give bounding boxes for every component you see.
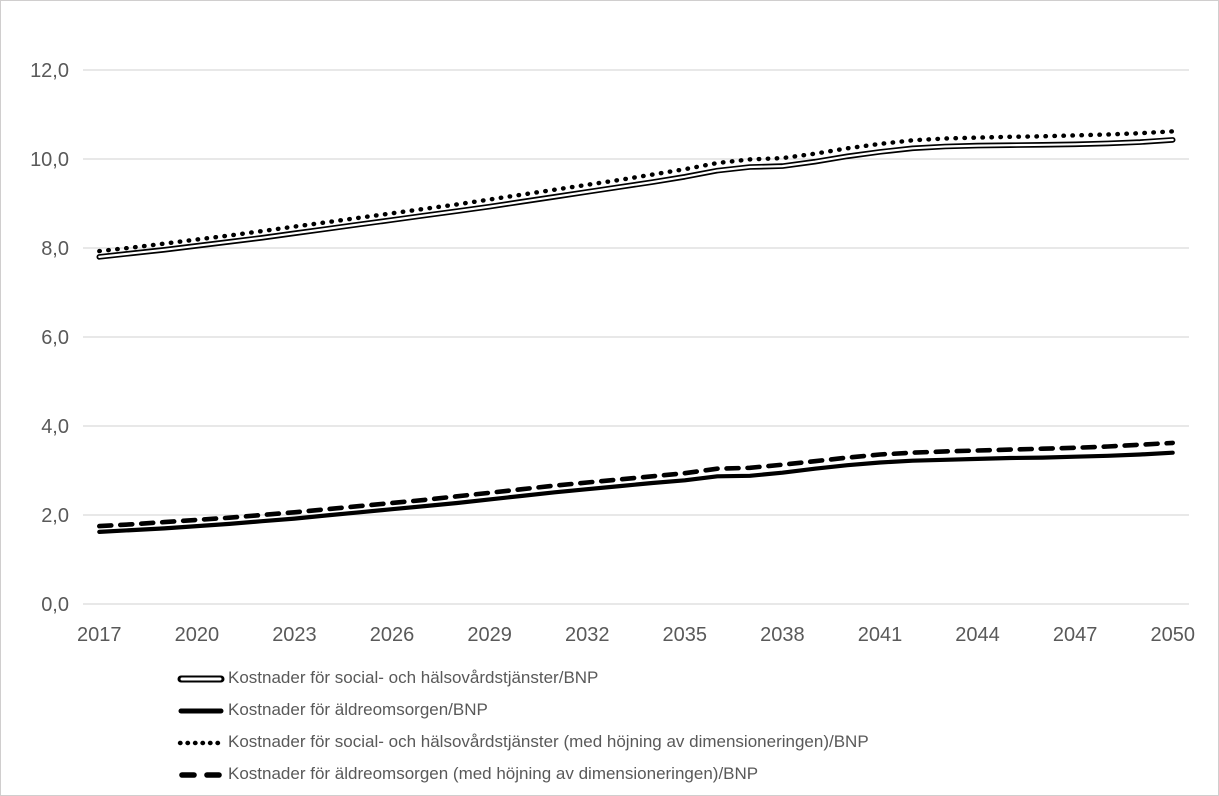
legend-label: Kostnader för social- och hälsovårdstjän… — [228, 668, 599, 687]
legend-item-social-halsovard: Kostnader för social- och hälsovårdstjän… — [177, 662, 869, 694]
svg-text:10,0: 10,0 — [30, 149, 69, 171]
svg-text:2,0: 2,0 — [41, 505, 69, 527]
svg-text:4,0: 4,0 — [41, 416, 69, 438]
svg-text:2047: 2047 — [1053, 624, 1098, 646]
dotted-line-legend-marker — [177, 736, 226, 748]
legend-item-aldreomsorg-hojning: Kostnader för äldreomsorgen (med höjning… — [177, 758, 869, 790]
solid-line-legend-marker — [177, 704, 225, 716]
svg-text:2023: 2023 — [272, 624, 317, 646]
legend-label: Kostnader för äldreomsorgen (med höjning… — [228, 764, 759, 783]
svg-text:2044: 2044 — [955, 624, 1000, 646]
svg-text:2032: 2032 — [565, 624, 610, 646]
legend-label: Kostnader för äldreomsorgen/BNP — [228, 700, 488, 719]
svg-text:2035: 2035 — [663, 624, 708, 646]
double-line-legend-marker — [177, 672, 225, 684]
dashed-line-legend-marker — [177, 768, 225, 780]
svg-text:12,0: 12,0 — [30, 60, 69, 82]
svg-text:0,0: 0,0 — [41, 594, 69, 616]
legend-item-aldreomsorg: Kostnader för äldreomsorgen/BNP — [177, 694, 869, 726]
svg-text:8,0: 8,0 — [41, 238, 69, 260]
svg-text:2050: 2050 — [1150, 624, 1195, 646]
svg-text:2038: 2038 — [760, 624, 805, 646]
svg-text:2026: 2026 — [370, 624, 415, 646]
svg-text:2020: 2020 — [175, 624, 220, 646]
svg-text:2041: 2041 — [858, 624, 903, 646]
chart-legend: Kostnader för social- och hälsovårdstjän… — [177, 662, 869, 790]
svg-text:6,0: 6,0 — [41, 327, 69, 349]
svg-text:2029: 2029 — [467, 624, 512, 646]
legend-label: Kostnader för social- och hälsovårdstjän… — [228, 732, 869, 751]
legend-item-social-halsovard-hojning: Kostnader för social- och hälsovårdstjän… — [177, 726, 869, 758]
svg-text:2017: 2017 — [77, 624, 122, 646]
